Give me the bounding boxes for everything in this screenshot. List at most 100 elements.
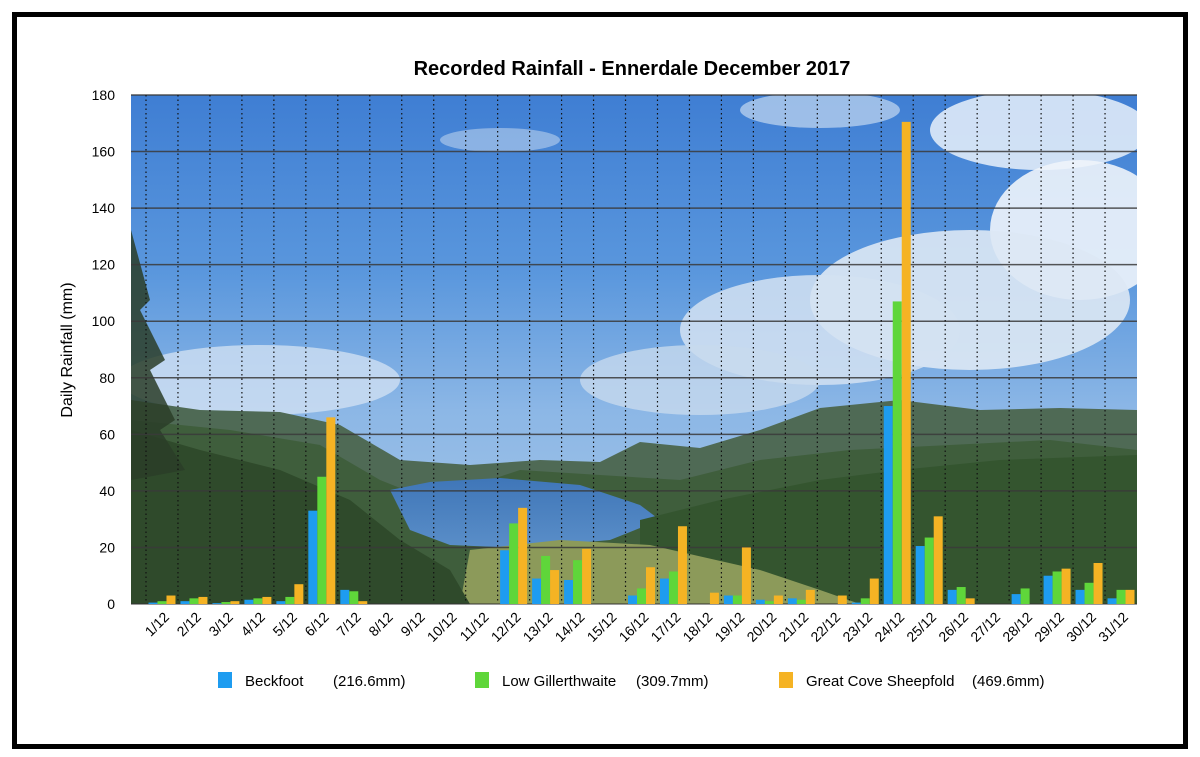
bar-beckfoot <box>1107 598 1117 604</box>
bar-great-cove-sheepfold <box>1061 568 1071 604</box>
legend-swatch-beckfoot <box>218 672 232 688</box>
bar-low-gillerthwaite <box>157 601 167 604</box>
bar-great-cove-sheepfold <box>709 592 719 604</box>
bar-great-cove-sheepfold <box>358 601 368 604</box>
bar-beckfoot <box>1011 594 1021 604</box>
bar-great-cove-sheepfold <box>1093 562 1103 604</box>
bar-great-cove-sheepfold <box>230 601 240 604</box>
bar-low-gillerthwaite <box>956 587 966 604</box>
x-tick-label: 15/12 <box>584 609 620 645</box>
x-tick-label: 22/12 <box>807 609 843 645</box>
bar-low-gillerthwaite <box>1020 588 1030 604</box>
bar-great-cove-sheepfold <box>933 516 943 604</box>
bar-beckfoot <box>276 601 286 604</box>
x-tick-label: 12/12 <box>488 609 524 645</box>
bar-beckfoot <box>308 510 318 604</box>
bar-beckfoot <box>628 595 637 604</box>
bar-low-gillerthwaite <box>221 602 231 604</box>
x-tick-label: 1/12 <box>142 609 173 640</box>
bar-great-cove-sheepfold <box>294 584 304 604</box>
x-tick-label: 30/12 <box>1063 609 1099 645</box>
bar-beckfoot <box>851 602 861 604</box>
bar-great-cove-sheepfold <box>550 570 560 604</box>
bar-beckfoot <box>1075 589 1085 604</box>
bar-beckfoot <box>532 578 542 604</box>
x-tick-label: 29/12 <box>1031 609 1067 645</box>
bar-low-gillerthwaite <box>317 476 327 604</box>
bar-beckfoot <box>212 603 222 604</box>
legend-total-beckfoot: (216.6mm) <box>333 673 406 690</box>
bar-great-cove-sheepfold <box>741 547 751 604</box>
chart-title: Recorded Rainfall - Ennerdale December 2… <box>414 58 851 80</box>
x-tick-label: 19/12 <box>711 609 747 645</box>
bar-low-gillerthwaite <box>285 596 295 604</box>
bar-beckfoot <box>340 589 350 604</box>
bar-low-gillerthwaite <box>1084 582 1094 604</box>
x-tick-label: 8/12 <box>365 609 396 640</box>
x-tick-label: 23/12 <box>839 609 875 645</box>
bar-great-cove-sheepfold <box>869 578 879 604</box>
x-tick-label: 9/12 <box>397 609 428 640</box>
bar-low-gillerthwaite <box>892 301 902 604</box>
grid <box>131 94 1137 605</box>
x-tick-label: 28/12 <box>999 609 1035 645</box>
legend-swatch-great-cove-sheepfold <box>779 672 793 688</box>
bar-low-gillerthwaite <box>668 571 678 604</box>
bar-great-cove-sheepfold <box>166 595 176 604</box>
bar-low-gillerthwaite <box>860 598 870 604</box>
x-tick-label: 10/12 <box>424 609 460 645</box>
x-axis-ticks: 1/12 2/12 3/12 4/12 5/12 6/12 7/12 8/12 9/1210/1… <box>142 609 1132 645</box>
bar-beckfoot <box>947 589 957 604</box>
bar-low-gillerthwaite <box>1052 571 1062 604</box>
bar-great-cove-sheepfold <box>518 507 528 604</box>
bar-low-gillerthwaite <box>541 555 551 604</box>
y-tick-label: 20 <box>99 539 115 555</box>
x-tick-label: 27/12 <box>967 609 1003 645</box>
y-tick-label: 40 <box>99 483 115 499</box>
x-tick-label: 2/12 <box>173 609 204 640</box>
bar-low-gillerthwaite <box>509 523 519 604</box>
bar-great-cove-sheepfold <box>837 595 847 604</box>
legend-total-great-cove-sheepfold: (469.6mm) <box>972 673 1045 690</box>
x-tick-label: 7/12 <box>333 609 364 640</box>
legend-swatch-low-gillerthwaite <box>475 672 489 688</box>
bar-beckfoot <box>180 601 190 604</box>
y-tick-label: 180 <box>92 87 116 103</box>
x-tick-label: 24/12 <box>871 609 907 645</box>
bar-beckfoot <box>500 550 510 604</box>
bar-great-cove-sheepfold <box>582 548 592 604</box>
bar-low-gillerthwaite <box>189 598 199 604</box>
bar-beckfoot <box>1043 575 1053 604</box>
bar-low-gillerthwaite <box>637 588 646 604</box>
x-tick-label: 21/12 <box>775 609 811 645</box>
legend-label-low-gillerthwaite: Low Gillerthwaite <box>502 673 616 690</box>
bar-great-cove-sheepfold <box>262 596 272 604</box>
legend-total-low-gillerthwaite: (309.7mm) <box>636 673 709 690</box>
bar-beckfoot <box>244 599 254 604</box>
bar-low-gillerthwaite <box>732 595 742 604</box>
bar-great-cove-sheepfold <box>805 589 815 604</box>
bar-great-cove-sheepfold <box>1125 589 1135 604</box>
bar-beckfoot <box>883 406 893 604</box>
x-tick-label: 18/12 <box>679 609 715 645</box>
x-tick-label: 3/12 <box>205 609 236 640</box>
legend: Beckfoot (216.6mm) Low Gillerthwaite (30… <box>218 672 1045 690</box>
y-tick-label: 0 <box>107 596 115 612</box>
y-axis-ticks: 0 20 40 60 80 100 120 140 160 180 <box>92 87 116 612</box>
bar-beckfoot <box>755 599 765 604</box>
bar-beckfoot <box>148 602 158 604</box>
x-tick-label: 20/12 <box>743 609 779 645</box>
x-tick-label: 16/12 <box>616 609 652 645</box>
bar-great-cove-sheepfold <box>901 121 911 604</box>
x-tick-label: 5/12 <box>269 609 300 640</box>
y-axis-label: Daily Rainfall (mm) <box>59 282 76 417</box>
legend-label-beckfoot: Beckfoot <box>245 673 304 690</box>
x-tick-label: 13/12 <box>520 609 556 645</box>
y-tick-label: 60 <box>99 426 115 442</box>
bar-great-cove-sheepfold <box>677 526 687 604</box>
legend-label-great-cove-sheepfold: Great Cove Sheepfold <box>806 673 954 690</box>
bar-great-cove-sheepfold <box>965 598 975 604</box>
y-tick-label: 80 <box>99 370 115 386</box>
bar-low-gillerthwaite <box>253 598 263 604</box>
